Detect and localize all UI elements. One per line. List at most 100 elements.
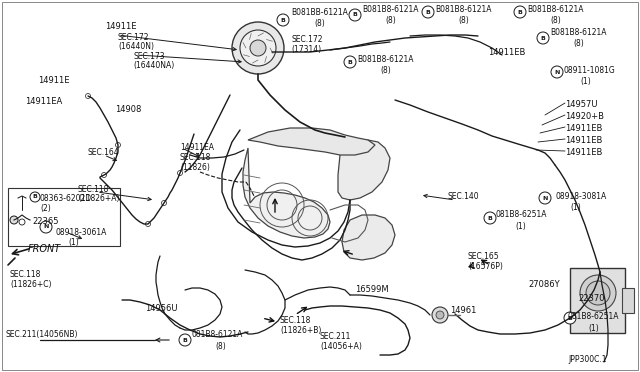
Text: 14961: 14961: [450, 306, 476, 315]
Text: B: B: [353, 13, 357, 17]
Text: B081B8-6121A: B081B8-6121A: [362, 5, 419, 14]
Text: 16599M: 16599M: [355, 285, 388, 294]
Circle shape: [145, 221, 150, 227]
Text: (8): (8): [385, 16, 396, 25]
Text: SEC.172: SEC.172: [118, 33, 150, 42]
Circle shape: [115, 142, 120, 148]
Text: 081B8-6121A: 081B8-6121A: [192, 330, 243, 339]
Text: (16440N): (16440N): [118, 42, 154, 51]
Text: B: B: [182, 337, 188, 343]
Circle shape: [86, 93, 90, 99]
Text: 14920+B: 14920+B: [565, 112, 604, 121]
Text: (17314): (17314): [291, 45, 321, 54]
Polygon shape: [248, 128, 375, 155]
Circle shape: [539, 192, 551, 204]
Text: (8): (8): [458, 16, 468, 25]
Text: SEC.173: SEC.173: [133, 52, 164, 61]
Bar: [622, 288, 634, 313]
Circle shape: [586, 281, 610, 305]
Text: (8): (8): [550, 16, 561, 25]
Text: SEC.118: SEC.118: [10, 270, 42, 279]
Bar: [8, 188, 120, 246]
Text: B: B: [348, 60, 353, 64]
Text: B: B: [568, 315, 572, 321]
Text: B: B: [280, 17, 285, 22]
Text: 081B8-6251A: 081B8-6251A: [568, 312, 620, 321]
Text: B081BB-6121A: B081BB-6121A: [291, 8, 348, 17]
Text: SEC.118: SEC.118: [280, 316, 312, 325]
Circle shape: [551, 66, 563, 78]
Text: SEC.211: SEC.211: [320, 332, 351, 341]
Circle shape: [177, 170, 182, 176]
Text: (11826+A): (11826+A): [78, 194, 120, 203]
Text: 08918-3081A: 08918-3081A: [555, 192, 606, 201]
Text: 14911EA: 14911EA: [180, 143, 214, 152]
Text: (8): (8): [380, 66, 391, 75]
Text: 14911EB: 14911EB: [488, 48, 525, 57]
Text: JPP300C.1: JPP300C.1: [568, 355, 607, 364]
Circle shape: [240, 30, 276, 66]
Circle shape: [102, 173, 106, 177]
Polygon shape: [342, 215, 395, 260]
Circle shape: [250, 40, 266, 56]
Text: (2): (2): [40, 204, 51, 213]
Text: 14957U: 14957U: [565, 100, 598, 109]
Text: FRONT: FRONT: [28, 244, 61, 254]
Text: (11826+C): (11826+C): [10, 280, 51, 289]
Text: (14056+A): (14056+A): [320, 342, 362, 351]
Text: B: B: [488, 215, 492, 221]
Circle shape: [232, 22, 284, 74]
Text: (11826): (11826): [180, 163, 210, 172]
Text: 08911-1081G: 08911-1081G: [564, 66, 616, 75]
Text: (1): (1): [588, 324, 599, 333]
Circle shape: [113, 192, 118, 198]
Text: (11826+B): (11826+B): [280, 326, 321, 335]
Text: (1): (1): [580, 77, 591, 86]
Circle shape: [432, 307, 448, 323]
Circle shape: [349, 9, 361, 21]
Text: N: N: [44, 224, 49, 230]
Text: (8): (8): [215, 342, 226, 351]
Text: SEC.118: SEC.118: [78, 185, 109, 194]
Text: SEC.118: SEC.118: [180, 153, 211, 162]
Text: 14911EA: 14911EA: [25, 97, 62, 106]
Text: B: B: [426, 10, 431, 15]
Text: SEC.140: SEC.140: [448, 192, 479, 201]
Text: 14911EB: 14911EB: [565, 124, 602, 133]
Text: (16576P): (16576P): [468, 262, 503, 271]
Text: 14911EB: 14911EB: [565, 148, 602, 157]
Circle shape: [514, 6, 526, 18]
Text: B: B: [518, 10, 522, 15]
Text: SEC.165: SEC.165: [468, 252, 500, 261]
Text: B081B8-6121A: B081B8-6121A: [550, 28, 607, 37]
Text: (1): (1): [570, 203, 580, 212]
Circle shape: [436, 311, 444, 319]
Circle shape: [40, 221, 52, 233]
Circle shape: [179, 334, 191, 346]
Text: B: B: [33, 195, 37, 199]
Text: SEC.211(14056NB): SEC.211(14056NB): [6, 330, 79, 339]
Text: 14956U: 14956U: [145, 304, 177, 313]
Polygon shape: [338, 140, 390, 200]
Circle shape: [564, 312, 576, 324]
Circle shape: [344, 56, 356, 68]
Polygon shape: [243, 148, 330, 238]
Text: B081B8-6121A: B081B8-6121A: [435, 5, 492, 14]
Text: (16440NA): (16440NA): [133, 61, 174, 70]
Circle shape: [422, 6, 434, 18]
Text: 22365: 22365: [32, 217, 58, 226]
Text: 14908: 14908: [115, 105, 141, 114]
Text: 081B8-6251A: 081B8-6251A: [495, 210, 547, 219]
Text: N: N: [542, 196, 548, 201]
Circle shape: [537, 32, 549, 44]
Text: 08363-6202D: 08363-6202D: [40, 194, 92, 203]
Circle shape: [580, 275, 616, 311]
Text: B: B: [541, 35, 545, 41]
Text: 14911E: 14911E: [105, 22, 136, 31]
Text: 22370: 22370: [578, 294, 605, 303]
Text: N: N: [554, 70, 560, 74]
Text: (8): (8): [314, 19, 324, 28]
Text: (1): (1): [515, 222, 525, 231]
Bar: [570, 268, 625, 333]
Text: 08918-3061A: 08918-3061A: [55, 228, 106, 237]
